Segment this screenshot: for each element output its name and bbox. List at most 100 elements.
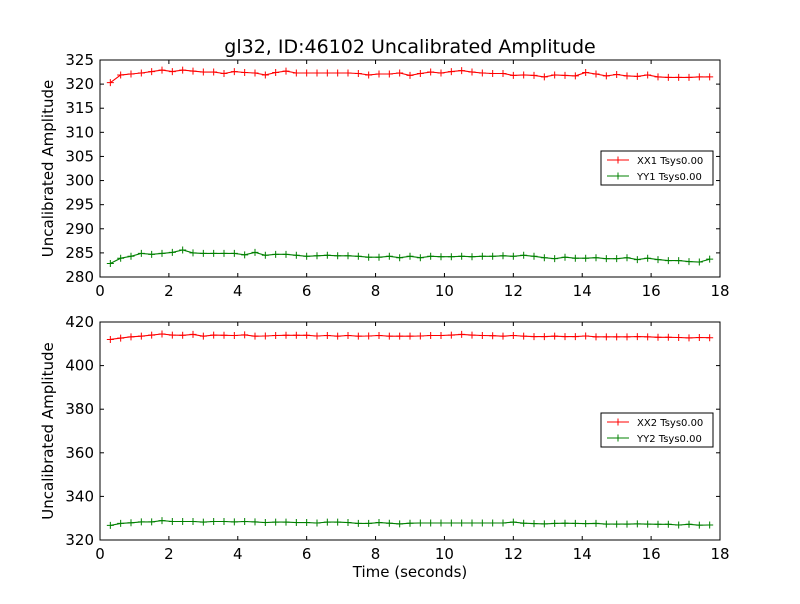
data-point (623, 254, 631, 262)
data-point (230, 68, 238, 76)
data-point (602, 72, 610, 80)
data-point (272, 250, 280, 258)
data-point (489, 519, 497, 527)
data-point (179, 246, 187, 254)
data-point (675, 73, 683, 81)
data-point (189, 249, 197, 257)
data-point (520, 332, 528, 340)
y-axis-label: Uncalibrated Amplitude (39, 342, 57, 519)
data-point (385, 252, 393, 260)
data-point (251, 332, 259, 340)
x-tick-label: 6 (302, 545, 312, 563)
data-point (468, 519, 476, 527)
data-point (189, 330, 197, 338)
legend-label: XX1 Tsys0.00 (637, 156, 703, 167)
data-point (354, 519, 362, 527)
data-point (282, 331, 290, 339)
data-point (241, 331, 249, 339)
data-point (633, 256, 641, 264)
data-point (406, 332, 414, 340)
data-point (478, 519, 486, 527)
data-point (706, 521, 714, 529)
data-point (261, 71, 269, 79)
data-point (106, 521, 114, 529)
data-point (241, 251, 249, 259)
data-point (272, 518, 280, 526)
data-point (179, 66, 187, 74)
data-point (303, 331, 311, 339)
data-point (168, 68, 176, 76)
data-point (148, 518, 156, 526)
data-point (396, 69, 404, 77)
data-point (582, 332, 590, 340)
x-tick-label: 0 (95, 545, 105, 563)
data-point (447, 253, 455, 261)
data-point (561, 519, 569, 527)
data-point (385, 70, 393, 78)
bottom-panel: 0 2 4 6 8 10 12 14 16 18 320 340 360 380 400 420 Uncalib… (39, 313, 730, 563)
data-point (106, 79, 114, 87)
data-point (303, 252, 311, 260)
data-point (365, 519, 373, 527)
data-point (168, 248, 176, 256)
data-point (623, 72, 631, 80)
data-point (292, 331, 300, 339)
data-point (644, 520, 652, 528)
data-point (499, 252, 507, 260)
data-point (251, 518, 259, 526)
x-tick-label: 8 (371, 545, 381, 563)
y-tick-label: 420 (65, 313, 94, 331)
data-point (509, 518, 517, 526)
data-point (427, 68, 435, 76)
data-point (664, 333, 672, 341)
legend-label: YY2 Tsys0.00 (636, 434, 702, 445)
data-point (540, 73, 548, 81)
data-point (323, 251, 331, 259)
data-point (117, 71, 125, 79)
data-point (117, 254, 125, 262)
data-point (375, 253, 383, 261)
data-point (148, 250, 156, 258)
y-tick-label: 295 (65, 196, 94, 214)
data-point (654, 73, 662, 81)
y-tick-label: 360 (65, 444, 94, 462)
data-point (137, 332, 145, 340)
y-tick-label: 320 (65, 531, 94, 549)
data-point (520, 519, 528, 527)
data-point (396, 254, 404, 262)
data-point (137, 249, 145, 257)
data-point (530, 71, 538, 79)
data-point (468, 68, 476, 76)
x-axis-label: Time (seconds) (352, 563, 468, 581)
chart-title: gl32, ID:46102 Uncalibrated Amplitude (224, 36, 595, 58)
data-point (654, 256, 662, 264)
data-point (633, 72, 641, 80)
data-point (117, 519, 125, 527)
data-point (695, 73, 703, 81)
data-point (168, 517, 176, 525)
y-tick-label: 285 (65, 244, 94, 262)
data-point (210, 249, 218, 257)
data-point (644, 333, 652, 341)
top-panel: 0 2 4 6 8 10 12 14 16 18 280 285 290 295 300 305 310 315 3… (39, 51, 730, 300)
data-point (261, 251, 269, 259)
data-point (313, 69, 321, 77)
data-point (478, 252, 486, 260)
x-tick-label: 10 (435, 545, 454, 563)
data-point (241, 517, 249, 525)
data-point (571, 333, 579, 341)
data-point (354, 70, 362, 78)
data-point (385, 332, 393, 340)
data-point (520, 251, 528, 259)
y-tick-label: 325 (65, 51, 94, 69)
data-point (210, 331, 218, 339)
y-tick-label: 340 (65, 487, 94, 505)
data-point (158, 249, 166, 257)
x-tick-label: 16 (642, 282, 661, 300)
legend-marker (614, 418, 622, 426)
data-point (282, 518, 290, 526)
data-point (623, 520, 631, 528)
data-point (571, 72, 579, 80)
data-point (354, 332, 362, 340)
